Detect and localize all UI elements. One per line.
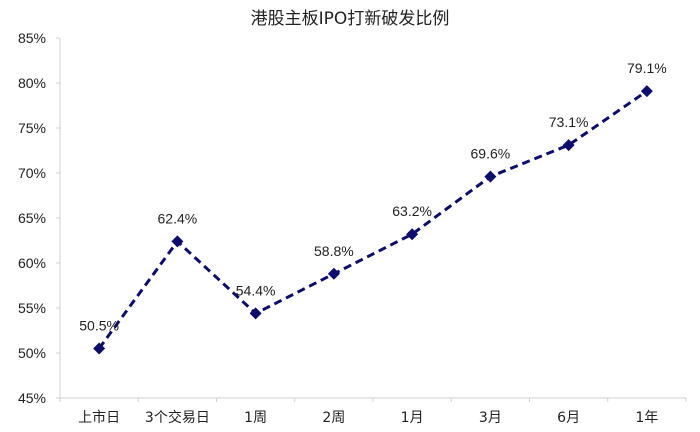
x-tick-label: 1月 bbox=[401, 410, 424, 426]
data-label: 58.8% bbox=[314, 243, 354, 259]
x-tick-label: 2周 bbox=[322, 410, 345, 426]
x-tick-label: 1年 bbox=[635, 410, 658, 426]
y-tick-label: 85% bbox=[18, 30, 46, 46]
data-label: 50.5% bbox=[79, 318, 119, 334]
y-tick-label: 65% bbox=[18, 210, 46, 226]
diamond-marker-icon bbox=[93, 342, 106, 355]
x-axis-ticks: 上市日 3个交易日 1周 2周 1月 3月 6月 1年 bbox=[59, 398, 687, 426]
data-label: 73.1% bbox=[549, 114, 589, 130]
x-tick-label: 6月 bbox=[557, 410, 580, 426]
chart-title: 港股主板IPO打新破发比例 bbox=[250, 9, 450, 29]
y-tick-label: 45% bbox=[18, 390, 46, 406]
series-line bbox=[97, 89, 648, 350]
diamond-marker-icon bbox=[484, 170, 497, 183]
diamond-marker-icon bbox=[640, 85, 653, 98]
data-label: 79.1% bbox=[627, 60, 667, 76]
x-tick-label: 1周 bbox=[244, 410, 267, 426]
diamond-marker-icon bbox=[327, 267, 340, 280]
series-polyline bbox=[97, 89, 648, 350]
y-tick-label: 55% bbox=[18, 300, 46, 316]
axes bbox=[59, 38, 686, 399]
data-label: 54.4% bbox=[236, 282, 276, 298]
diamond-marker-icon bbox=[171, 235, 184, 248]
data-labels: 50.5% 62.4% 54.4% 58.8% 63.2% 69.6% 73.1% 79.1% bbox=[79, 60, 666, 333]
y-tick-label: 75% bbox=[18, 120, 46, 136]
data-label: 62.4% bbox=[158, 210, 198, 226]
x-tick-label: 3月 bbox=[479, 410, 502, 426]
data-label: 63.2% bbox=[392, 203, 432, 219]
x-tick-label: 3个交易日 bbox=[145, 409, 210, 426]
data-markers bbox=[93, 85, 653, 355]
y-tick-label: 80% bbox=[18, 75, 46, 91]
y-tick-label: 50% bbox=[18, 345, 46, 361]
y-axis-ticks: 45% 50% 55% 60% 65% 70% 75% 80% 85% bbox=[18, 30, 60, 406]
y-tick-label: 70% bbox=[18, 165, 46, 181]
data-label: 69.6% bbox=[471, 146, 511, 162]
diamond-marker-icon bbox=[562, 139, 575, 152]
diamond-marker-icon bbox=[406, 228, 419, 241]
y-tick-label: 60% bbox=[18, 255, 46, 271]
x-tick-label: 上市日 bbox=[78, 409, 120, 426]
diamond-marker-icon bbox=[249, 307, 262, 320]
